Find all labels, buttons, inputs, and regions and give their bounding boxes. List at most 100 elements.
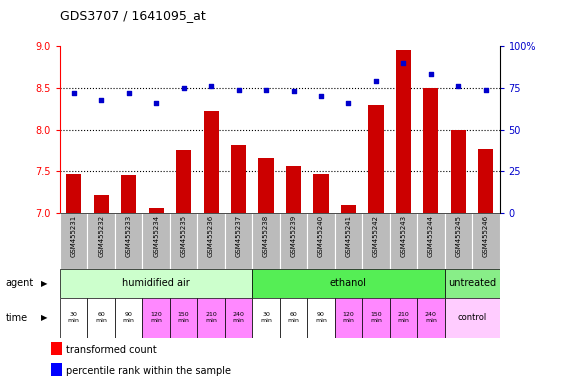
Text: GSM455244: GSM455244 [428, 215, 434, 257]
Bar [198, 213, 225, 269]
Text: GSM455235: GSM455235 [180, 215, 187, 257]
Bar [142, 213, 170, 269]
Point [96, 96, 106, 103]
Text: GSM455241: GSM455241 [345, 215, 352, 257]
Bar [87, 298, 115, 338]
Text: GSM455233: GSM455233 [126, 215, 132, 257]
Text: GSM455236: GSM455236 [208, 215, 214, 257]
Text: GSM455239: GSM455239 [291, 215, 296, 257]
Bar [280, 213, 307, 269]
Text: GSM455240: GSM455240 [318, 215, 324, 257]
Text: 60
min: 60 min [95, 312, 107, 323]
Text: untreated: untreated [448, 278, 496, 288]
Bar [341, 205, 356, 213]
Point [427, 71, 436, 78]
Bar [362, 298, 389, 338]
Point [207, 83, 216, 89]
Point [124, 90, 133, 96]
Bar [142, 298, 170, 338]
Text: ethanol: ethanol [330, 278, 367, 288]
Bar [170, 298, 198, 338]
Point [179, 85, 188, 91]
Bar [115, 213, 142, 269]
Text: ▶: ▶ [41, 279, 47, 288]
Text: transformed count: transformed count [66, 345, 156, 355]
Bar [307, 298, 335, 338]
Text: 30
min: 30 min [68, 312, 79, 323]
Bar [94, 195, 108, 213]
Bar [335, 213, 362, 269]
Bar [389, 213, 417, 269]
Text: percentile rank within the sample: percentile rank within the sample [66, 366, 231, 376]
Bar [252, 213, 280, 269]
Bar [198, 298, 225, 338]
Bar [176, 151, 191, 213]
Text: ▶: ▶ [41, 313, 47, 322]
Bar [60, 213, 87, 269]
Text: 90
min: 90 min [123, 312, 135, 323]
Point [371, 78, 380, 84]
Point [289, 88, 298, 94]
Text: control: control [457, 313, 486, 322]
Text: GSM455232: GSM455232 [98, 215, 104, 257]
Bar [417, 213, 445, 269]
Text: 240
min: 240 min [232, 312, 244, 323]
Bar [445, 269, 500, 298]
Text: 210
min: 210 min [397, 312, 409, 323]
Bar [51, 342, 62, 355]
Point [316, 93, 325, 99]
Bar [259, 158, 274, 213]
Text: 240
min: 240 min [425, 312, 437, 323]
Bar [115, 298, 142, 338]
Text: GSM455237: GSM455237 [236, 215, 242, 257]
Point [151, 100, 160, 106]
Bar [417, 298, 445, 338]
Bar [121, 175, 136, 213]
Text: GSM455231: GSM455231 [71, 215, 77, 257]
Bar [170, 213, 198, 269]
Text: GDS3707 / 1641095_at: GDS3707 / 1641095_at [60, 9, 206, 22]
Bar [252, 269, 445, 298]
Bar [445, 298, 500, 338]
Point [344, 100, 353, 106]
Text: 120
min: 120 min [343, 312, 355, 323]
Bar [66, 174, 81, 213]
Text: GSM455238: GSM455238 [263, 215, 269, 257]
Text: GSM455243: GSM455243 [400, 215, 407, 257]
Text: 150
min: 150 min [178, 312, 190, 323]
Bar [307, 213, 335, 269]
Bar [396, 50, 411, 213]
Bar [87, 213, 115, 269]
Bar [362, 213, 389, 269]
Bar [335, 298, 362, 338]
Text: agent: agent [6, 278, 34, 288]
Bar [225, 213, 252, 269]
Bar [252, 298, 280, 338]
Bar [148, 208, 164, 213]
Bar [368, 104, 384, 213]
Text: GSM455242: GSM455242 [373, 215, 379, 257]
Bar [280, 298, 307, 338]
Point [234, 86, 243, 93]
Bar [203, 111, 219, 213]
Bar [51, 363, 62, 376]
Text: time: time [6, 313, 28, 323]
Text: 150
min: 150 min [370, 312, 382, 323]
Bar [472, 213, 500, 269]
Text: 210
min: 210 min [205, 312, 217, 323]
Bar [231, 145, 246, 213]
Text: 30
min: 30 min [260, 312, 272, 323]
Text: 120
min: 120 min [150, 312, 162, 323]
Point [399, 60, 408, 66]
Text: GSM455234: GSM455234 [153, 215, 159, 257]
Point [262, 86, 271, 93]
Bar [389, 298, 417, 338]
Point [454, 83, 463, 89]
Text: humidified air: humidified air [122, 278, 190, 288]
Bar [313, 174, 328, 213]
Bar [423, 88, 439, 213]
Point [481, 86, 490, 93]
Bar [60, 269, 252, 298]
Text: 60
min: 60 min [288, 312, 299, 323]
Text: 90
min: 90 min [315, 312, 327, 323]
